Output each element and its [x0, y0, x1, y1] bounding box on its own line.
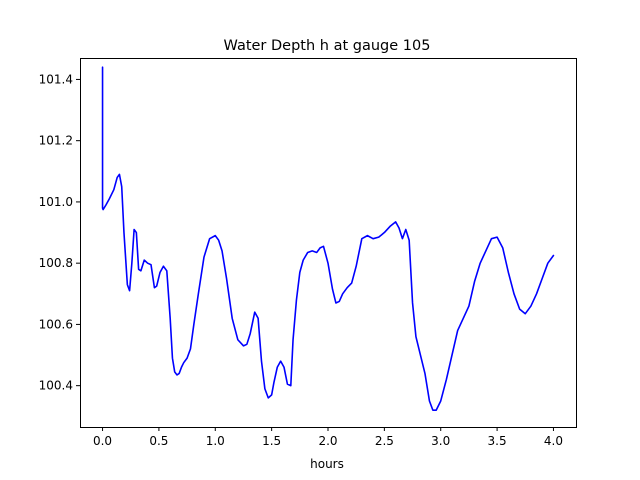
- x-tick: 3.0: [431, 427, 450, 448]
- series-layer: [101, 66, 555, 411]
- x-tick: 4.0: [544, 427, 563, 448]
- x-tick-label: 0.0: [93, 434, 112, 448]
- y-tick-label: 101.4: [39, 72, 73, 86]
- y-tick: 101.0: [39, 195, 81, 209]
- y-tick-label: 101.2: [39, 134, 73, 148]
- x-tick-label: 2.0: [318, 434, 337, 448]
- y-tick: 101.4: [39, 72, 81, 86]
- x-tick-label: 1.5: [262, 434, 281, 448]
- y-tick: 100.6: [39, 317, 81, 331]
- y-tick-label: 100.8: [39, 256, 73, 270]
- x-tick: 0.5: [149, 427, 168, 448]
- chart-title: Water Depth h at gauge 105: [224, 38, 431, 54]
- y-tick: 100.8: [39, 256, 81, 270]
- y-tick: 100.4: [39, 379, 81, 393]
- y-tick-label: 101.0: [39, 195, 73, 209]
- x-tick: 3.5: [488, 427, 507, 448]
- x-axis-label: hours: [310, 457, 344, 471]
- y-tick-label: 100.4: [39, 379, 73, 393]
- x-tick-label: 0.5: [149, 434, 168, 448]
- plot-area: [80, 58, 576, 427]
- y-axis-ticks: 100.4 100.6 100.8 101.0 101.2 101.4: [39, 72, 81, 393]
- x-tick-label: 2.5: [375, 434, 394, 448]
- x-tick: 2.0: [318, 427, 338, 448]
- x-axis-ticks: 0.0 0.5 1.0 1.5 2.0 2.5 3.0 3.5 4.0: [93, 427, 563, 448]
- water-depth-series-line: [101, 66, 555, 411]
- x-tick: 0.0: [93, 427, 112, 448]
- x-tick-label: 4.0: [544, 434, 563, 448]
- y-tick-label: 100.6: [39, 317, 73, 331]
- y-tick: 101.2: [39, 134, 81, 148]
- x-tick-label: 3.5: [488, 434, 507, 448]
- x-tick: 1.5: [262, 427, 281, 448]
- x-tick: 1.0: [206, 427, 225, 448]
- x-tick: 2.5: [375, 427, 394, 448]
- x-tick-label: 1.0: [206, 434, 225, 448]
- x-tick-label: 3.0: [431, 434, 450, 448]
